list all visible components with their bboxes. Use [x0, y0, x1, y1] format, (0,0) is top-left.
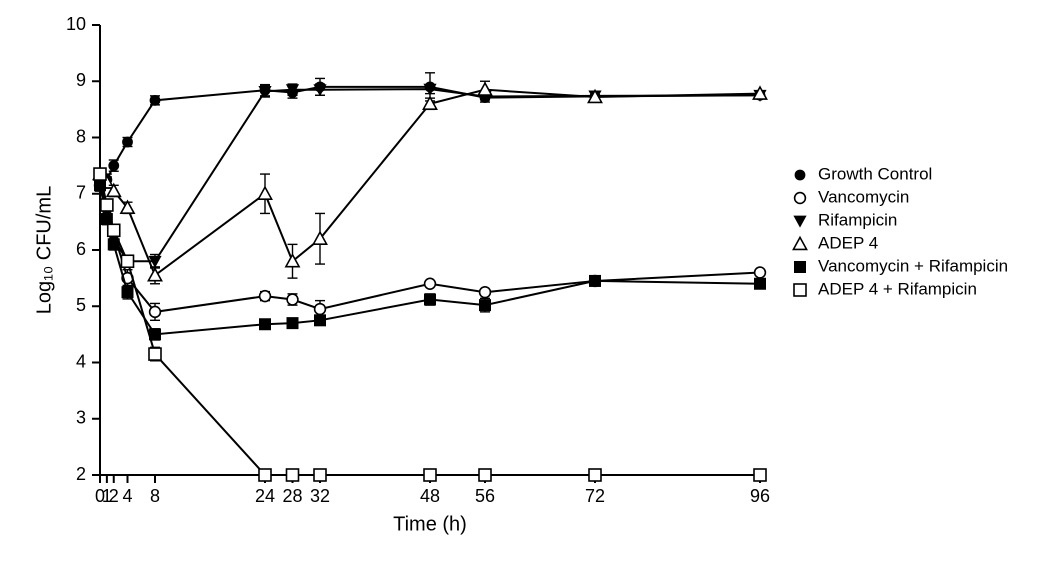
- svg-text:56: 56: [475, 486, 495, 506]
- series-line: [100, 185, 760, 312]
- svg-text:3: 3: [76, 408, 86, 428]
- svg-text:28: 28: [282, 486, 302, 506]
- svg-text:8: 8: [76, 126, 86, 146]
- svg-text:Growth Control: Growth Control: [818, 164, 932, 183]
- svg-text:5: 5: [76, 295, 86, 315]
- series-line: [100, 90, 760, 276]
- svg-text:6: 6: [76, 239, 86, 259]
- svg-text:4: 4: [122, 486, 132, 506]
- svg-text:Vancomycin: Vancomycin: [818, 187, 909, 206]
- svg-text:8: 8: [150, 486, 160, 506]
- svg-text:96: 96: [750, 486, 770, 506]
- svg-text:Log₁₀ CFU/mL: Log₁₀ CFU/mL: [33, 186, 55, 314]
- chart-svg: 23456789100124824283248567296Time (h)Log…: [0, 0, 1050, 567]
- svg-text:32: 32: [310, 486, 330, 506]
- svg-text:Vancomycin + Rifampicin: Vancomycin + Rifampicin: [818, 256, 1008, 275]
- svg-text:4: 4: [76, 351, 86, 371]
- chart-container: { "canvas": { "width": 1050, "height": 5…: [0, 0, 1050, 567]
- series-line: [100, 174, 760, 475]
- series-line: [100, 185, 760, 334]
- svg-text:48: 48: [420, 486, 440, 506]
- svg-text:9: 9: [76, 70, 86, 90]
- svg-text:72: 72: [585, 486, 605, 506]
- svg-text:Rifampicin: Rifampicin: [818, 210, 897, 229]
- series-line: [100, 89, 760, 261]
- svg-text:2: 2: [76, 464, 86, 484]
- svg-text:7: 7: [76, 183, 86, 203]
- svg-text:24: 24: [255, 486, 275, 506]
- svg-text:ADEP 4 + Rifampicin: ADEP 4 + Rifampicin: [818, 279, 977, 298]
- svg-text:Time (h): Time (h): [393, 513, 467, 535]
- svg-text:ADEP 4: ADEP 4: [818, 233, 878, 252]
- svg-text:2: 2: [109, 486, 119, 506]
- svg-text:10: 10: [66, 14, 86, 34]
